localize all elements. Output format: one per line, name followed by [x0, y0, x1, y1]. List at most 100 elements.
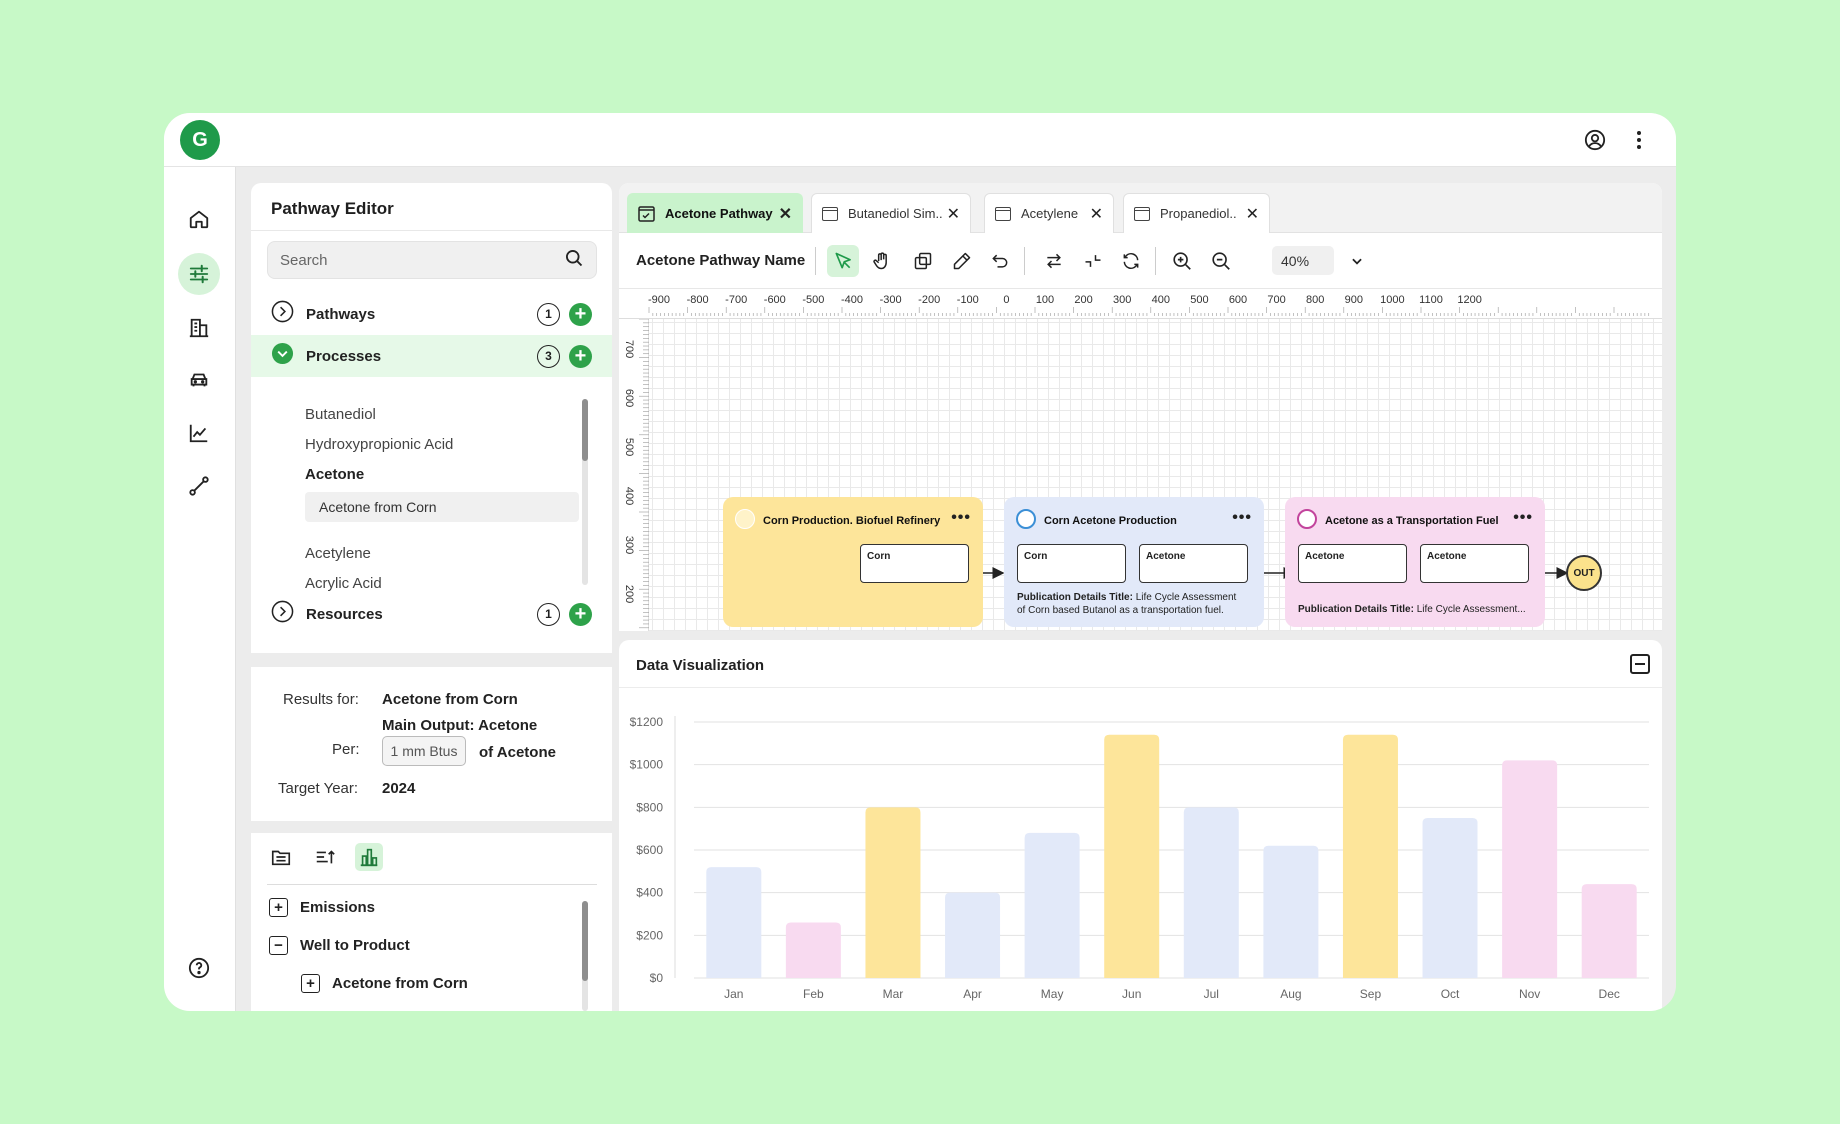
- bar-sep[interactable]: [1342, 734, 1398, 978]
- close-icon[interactable]: ✕: [1089, 205, 1103, 223]
- help-icon[interactable]: [178, 947, 220, 989]
- port-out[interactable]: Acetone: [1139, 544, 1248, 583]
- line-chart-icon[interactable]: [178, 412, 220, 454]
- chevron-down-icon[interactable]: [271, 342, 294, 370]
- ruler-label: 1100: [1419, 294, 1443, 306]
- bar-apr[interactable]: [945, 892, 1001, 978]
- process-item[interactable]: Hydroxypropionic Acid: [305, 436, 454, 453]
- chevron-right-icon[interactable]: [271, 600, 294, 628]
- minimize-icon[interactable]: [1630, 654, 1650, 674]
- pathway-editor: Acetone Pathway ✕ Butanediol Sim.. ✕ Ace…: [619, 183, 1662, 631]
- process-item[interactable]: Acetone: [305, 466, 365, 483]
- search-box[interactable]: [267, 241, 597, 279]
- hand-pan-icon[interactable]: [866, 245, 898, 277]
- port-out[interactable]: Acetone: [1420, 544, 1529, 583]
- section-label: Processes: [306, 347, 382, 365]
- add-process-button[interactable]: +: [569, 344, 592, 368]
- bar-aug[interactable]: [1263, 845, 1319, 978]
- bar-jan[interactable]: [706, 867, 762, 978]
- pathway-canvas[interactable]: -900 -800 -700 -600 -500 -400 -300 -200 -100 0 100…: [619, 289, 1662, 631]
- process-node-corn-production[interactable]: Corn Production. Biofuel Refinery ••• Co…: [723, 497, 983, 627]
- close-icon[interactable]: ✕: [946, 205, 960, 223]
- process-item[interactable]: Acrylic Acid: [305, 575, 382, 592]
- chevron-right-icon[interactable]: [271, 300, 294, 328]
- tab-propanediol[interactable]: Propanediol.. ✕: [1123, 193, 1270, 233]
- tree-item-emissions[interactable]: + Emissions: [269, 898, 375, 917]
- process-subitem[interactable]: Acetone from Corn: [305, 492, 579, 522]
- pathway-name[interactable]: Acetone Pathway Name: [636, 252, 806, 269]
- bar-feb[interactable]: [785, 922, 841, 978]
- section-pathways[interactable]: Pathways 1 +: [251, 293, 612, 335]
- ruler-label: 1200: [1457, 294, 1481, 306]
- port-in[interactable]: Corn: [1017, 544, 1126, 583]
- port-out[interactable]: Corn: [860, 544, 969, 583]
- collapse-arrows-icon[interactable]: [1077, 245, 1109, 277]
- more-horizontal-icon[interactable]: •••: [951, 509, 971, 526]
- zoom-in-icon[interactable]: [1166, 245, 1198, 277]
- bar-jun[interactable]: [1104, 734, 1160, 978]
- tab-acetone-pathway[interactable]: Acetone Pathway ✕: [627, 193, 803, 233]
- bar-dec[interactable]: [1581, 884, 1637, 978]
- process-item[interactable]: Butanediol: [305, 406, 376, 423]
- scrollbar-thumb[interactable]: [582, 901, 588, 981]
- route-icon[interactable]: [178, 465, 220, 507]
- collapse-icon[interactable]: −: [269, 936, 288, 955]
- chevron-down-icon[interactable]: [1341, 245, 1373, 277]
- results-for-label: Results for:: [283, 691, 359, 708]
- pencil-icon[interactable]: [946, 245, 978, 277]
- zoom-out-icon[interactable]: [1205, 245, 1237, 277]
- output-node[interactable]: OUT: [1566, 555, 1602, 591]
- bar-jul[interactable]: [1183, 807, 1239, 978]
- more-horizontal-icon[interactable]: •••: [1232, 509, 1252, 526]
- section-processes[interactable]: Processes 3 +: [251, 335, 612, 377]
- bar-mar[interactable]: [865, 807, 921, 978]
- add-resource-button[interactable]: +: [569, 602, 592, 626]
- zoom-level[interactable]: 40%: [1272, 246, 1334, 275]
- panel-title: Data Visualization: [636, 657, 765, 674]
- bar-chart-icon[interactable]: [355, 843, 383, 871]
- bar-may[interactable]: [1024, 832, 1080, 978]
- process-node-corn-acetone[interactable]: Corn Acetone Production ••• Corn Acetone…: [1004, 497, 1264, 627]
- close-icon[interactable]: ✕: [1245, 205, 1259, 223]
- process-scrollbar[interactable]: [582, 399, 588, 585]
- bar-oct[interactable]: [1422, 818, 1478, 978]
- node-radio[interactable]: [1016, 509, 1036, 529]
- duplicate-icon[interactable]: [907, 245, 939, 277]
- expand-icon[interactable]: +: [269, 898, 288, 917]
- refresh-icon[interactable]: [1115, 245, 1147, 277]
- search-icon[interactable]: [564, 248, 584, 273]
- more-vertical-icon[interactable]: [1626, 127, 1652, 153]
- building-icon[interactable]: [178, 307, 220, 349]
- tab-butanediol[interactable]: Butanediol Sim.. ✕: [811, 193, 971, 233]
- undo-icon[interactable]: [984, 245, 1016, 277]
- sliders-icon[interactable]: [178, 253, 220, 295]
- search-input[interactable]: [280, 251, 564, 269]
- account-icon[interactable]: [1582, 127, 1608, 153]
- app-logo[interactable]: G: [180, 120, 220, 160]
- node-radio[interactable]: [735, 509, 755, 529]
- more-horizontal-icon[interactable]: •••: [1513, 509, 1533, 526]
- ruler-label: -700: [725, 294, 747, 306]
- results-scrollbar[interactable]: [582, 901, 588, 1011]
- sort-up-icon[interactable]: [311, 843, 339, 871]
- tab-acetylene[interactable]: Acetylene ✕: [984, 193, 1114, 233]
- node-radio[interactable]: [1297, 509, 1317, 529]
- folder-list-icon[interactable]: [267, 843, 295, 871]
- add-pathway-button[interactable]: +: [569, 302, 592, 326]
- process-node-acetone-fuel[interactable]: Acetone as a Transportation Fuel ••• Ace…: [1285, 497, 1545, 627]
- car-icon[interactable]: [178, 359, 220, 401]
- tree-item-acetone-from-corn[interactable]: + Acetone from Corn: [301, 974, 468, 993]
- tree-item-well-to-product[interactable]: − Well to Product: [269, 936, 410, 955]
- process-item[interactable]: Acetylene: [305, 545, 371, 562]
- select-cursor-icon[interactable]: [827, 245, 859, 277]
- swap-arrows-icon[interactable]: [1038, 245, 1070, 277]
- port-in[interactable]: Acetone: [1298, 544, 1407, 583]
- close-icon[interactable]: ✕: [778, 205, 792, 223]
- section-resources[interactable]: Resources 1 +: [251, 593, 612, 635]
- bar-nov[interactable]: [1502, 760, 1558, 978]
- home-icon[interactable]: [178, 198, 220, 240]
- per-unit-field[interactable]: 1 mm Btus: [382, 736, 466, 766]
- expand-icon[interactable]: +: [301, 974, 320, 993]
- ruler-label: 700: [1267, 294, 1285, 306]
- scrollbar-thumb[interactable]: [582, 399, 588, 461]
